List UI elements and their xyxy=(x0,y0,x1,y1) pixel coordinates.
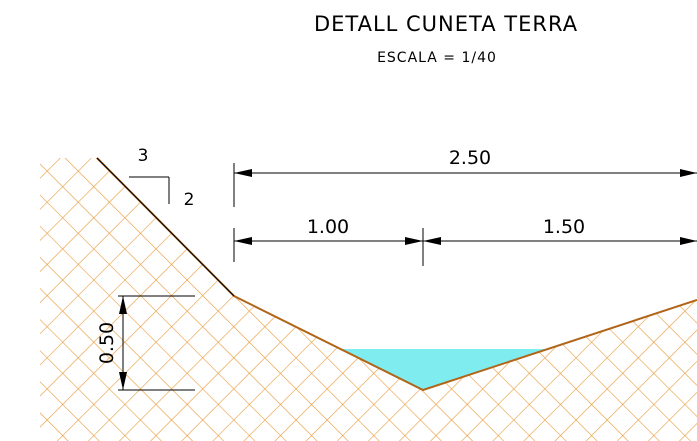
depth-arrow-top xyxy=(119,296,127,314)
water-fill xyxy=(341,349,546,390)
depth-dimension: 0.50 xyxy=(96,295,195,391)
left-width-arrow-left xyxy=(234,237,252,245)
total-width-arrow-right xyxy=(680,169,697,177)
upper-slope-edge xyxy=(96,157,235,297)
left-width-arrow-right xyxy=(405,237,423,245)
soil-hatch-layer-b xyxy=(40,158,697,441)
depth-label: 0.50 xyxy=(96,322,118,364)
slope-ratio-symbol: 3 2 xyxy=(129,146,194,210)
depth-arrow-bottom xyxy=(119,372,127,390)
total-width-arrow-left xyxy=(234,169,252,177)
slope-horizontal-value: 3 xyxy=(138,146,149,166)
right-width-label: 1.50 xyxy=(543,216,585,238)
right-width-arrow-left xyxy=(423,237,441,245)
total-width-dimension: 2.50 xyxy=(233,147,697,207)
total-width-label: 2.50 xyxy=(449,147,491,169)
right-width-arrow-right xyxy=(680,237,697,245)
soil-hatch xyxy=(40,158,697,441)
drawing-scale: ESCALA = 1/40 xyxy=(377,50,497,66)
partial-width-dimensions: 1.00 1.50 xyxy=(233,216,697,266)
left-width-label: 1.00 xyxy=(307,216,349,238)
drawing-title: DETALL CUNETA TERRA xyxy=(314,12,578,36)
slope-vertical-value: 2 xyxy=(184,190,195,210)
